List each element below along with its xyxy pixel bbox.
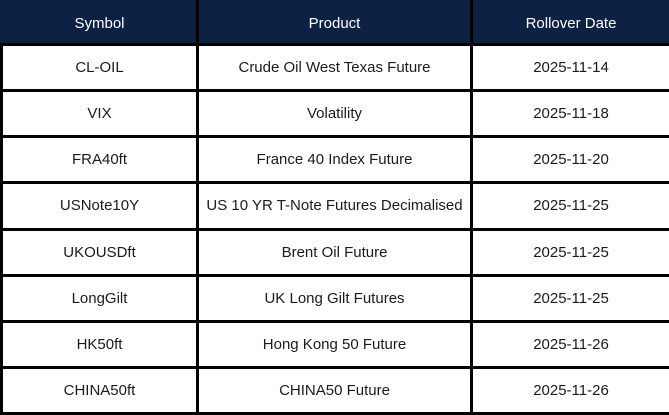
product-cell: Hong Kong 50 Future [196, 319, 473, 369]
table-row: LongGilt UK Long Gilt Futures 2025-11-25 [0, 273, 669, 323]
product-cell: US 10 YR T-Note Futures Decimalised [196, 181, 473, 231]
table-header-row: Symbol Product Rollover Date [0, 0, 669, 46]
symbol-cell: VIX [0, 89, 199, 139]
rollover-date-cell: 2025-11-26 [470, 365, 669, 415]
symbol-cell: UKOUSDft [0, 227, 199, 277]
table-row: FRA40ft France 40 Index Future 2025-11-2… [0, 135, 669, 185]
symbol-cell: FRA40ft [0, 135, 199, 185]
symbol-cell: HK50ft [0, 319, 199, 369]
table-row: VIX Volatility 2025-11-18 [0, 89, 669, 139]
rollover-date-cell: 2025-11-14 [470, 42, 669, 93]
product-cell: UK Long Gilt Futures [196, 273, 473, 323]
column-header-product: Product [196, 0, 473, 46]
table-row: HK50ft Hong Kong 50 Future 2025-11-26 [0, 319, 669, 369]
rollover-date-cell: 2025-11-25 [470, 181, 669, 231]
rollover-date-cell: 2025-11-18 [470, 89, 669, 139]
product-cell: CHINA50 Future [196, 365, 473, 415]
symbol-cell: CL-OIL [0, 42, 199, 93]
rollover-date-cell: 2025-11-25 [470, 273, 669, 323]
rollover-date-cell: 2025-11-26 [470, 319, 669, 369]
table-row: CHINA50ft CHINA50 Future 2025-11-26 [0, 365, 669, 415]
rollover-date-cell: 2025-11-25 [470, 227, 669, 277]
product-cell: Brent Oil Future [196, 227, 473, 277]
product-cell: Volatility [196, 89, 473, 139]
symbol-cell: CHINA50ft [0, 365, 199, 415]
column-header-symbol: Symbol [0, 0, 199, 46]
symbol-cell: LongGilt [0, 273, 199, 323]
product-cell: Crude Oil West Texas Future [196, 42, 473, 93]
product-cell: France 40 Index Future [196, 135, 473, 185]
column-header-rollover-date: Rollover Date [470, 0, 669, 46]
table-row: CL-OIL Crude Oil West Texas Future 2025-… [0, 42, 669, 93]
table-row: USNote10Y US 10 YR T-Note Futures Decima… [0, 181, 669, 231]
table-row: UKOUSDft Brent Oil Future 2025-11-25 [0, 227, 669, 277]
rollover-date-cell: 2025-11-20 [470, 135, 669, 185]
symbol-cell: USNote10Y [0, 181, 199, 231]
